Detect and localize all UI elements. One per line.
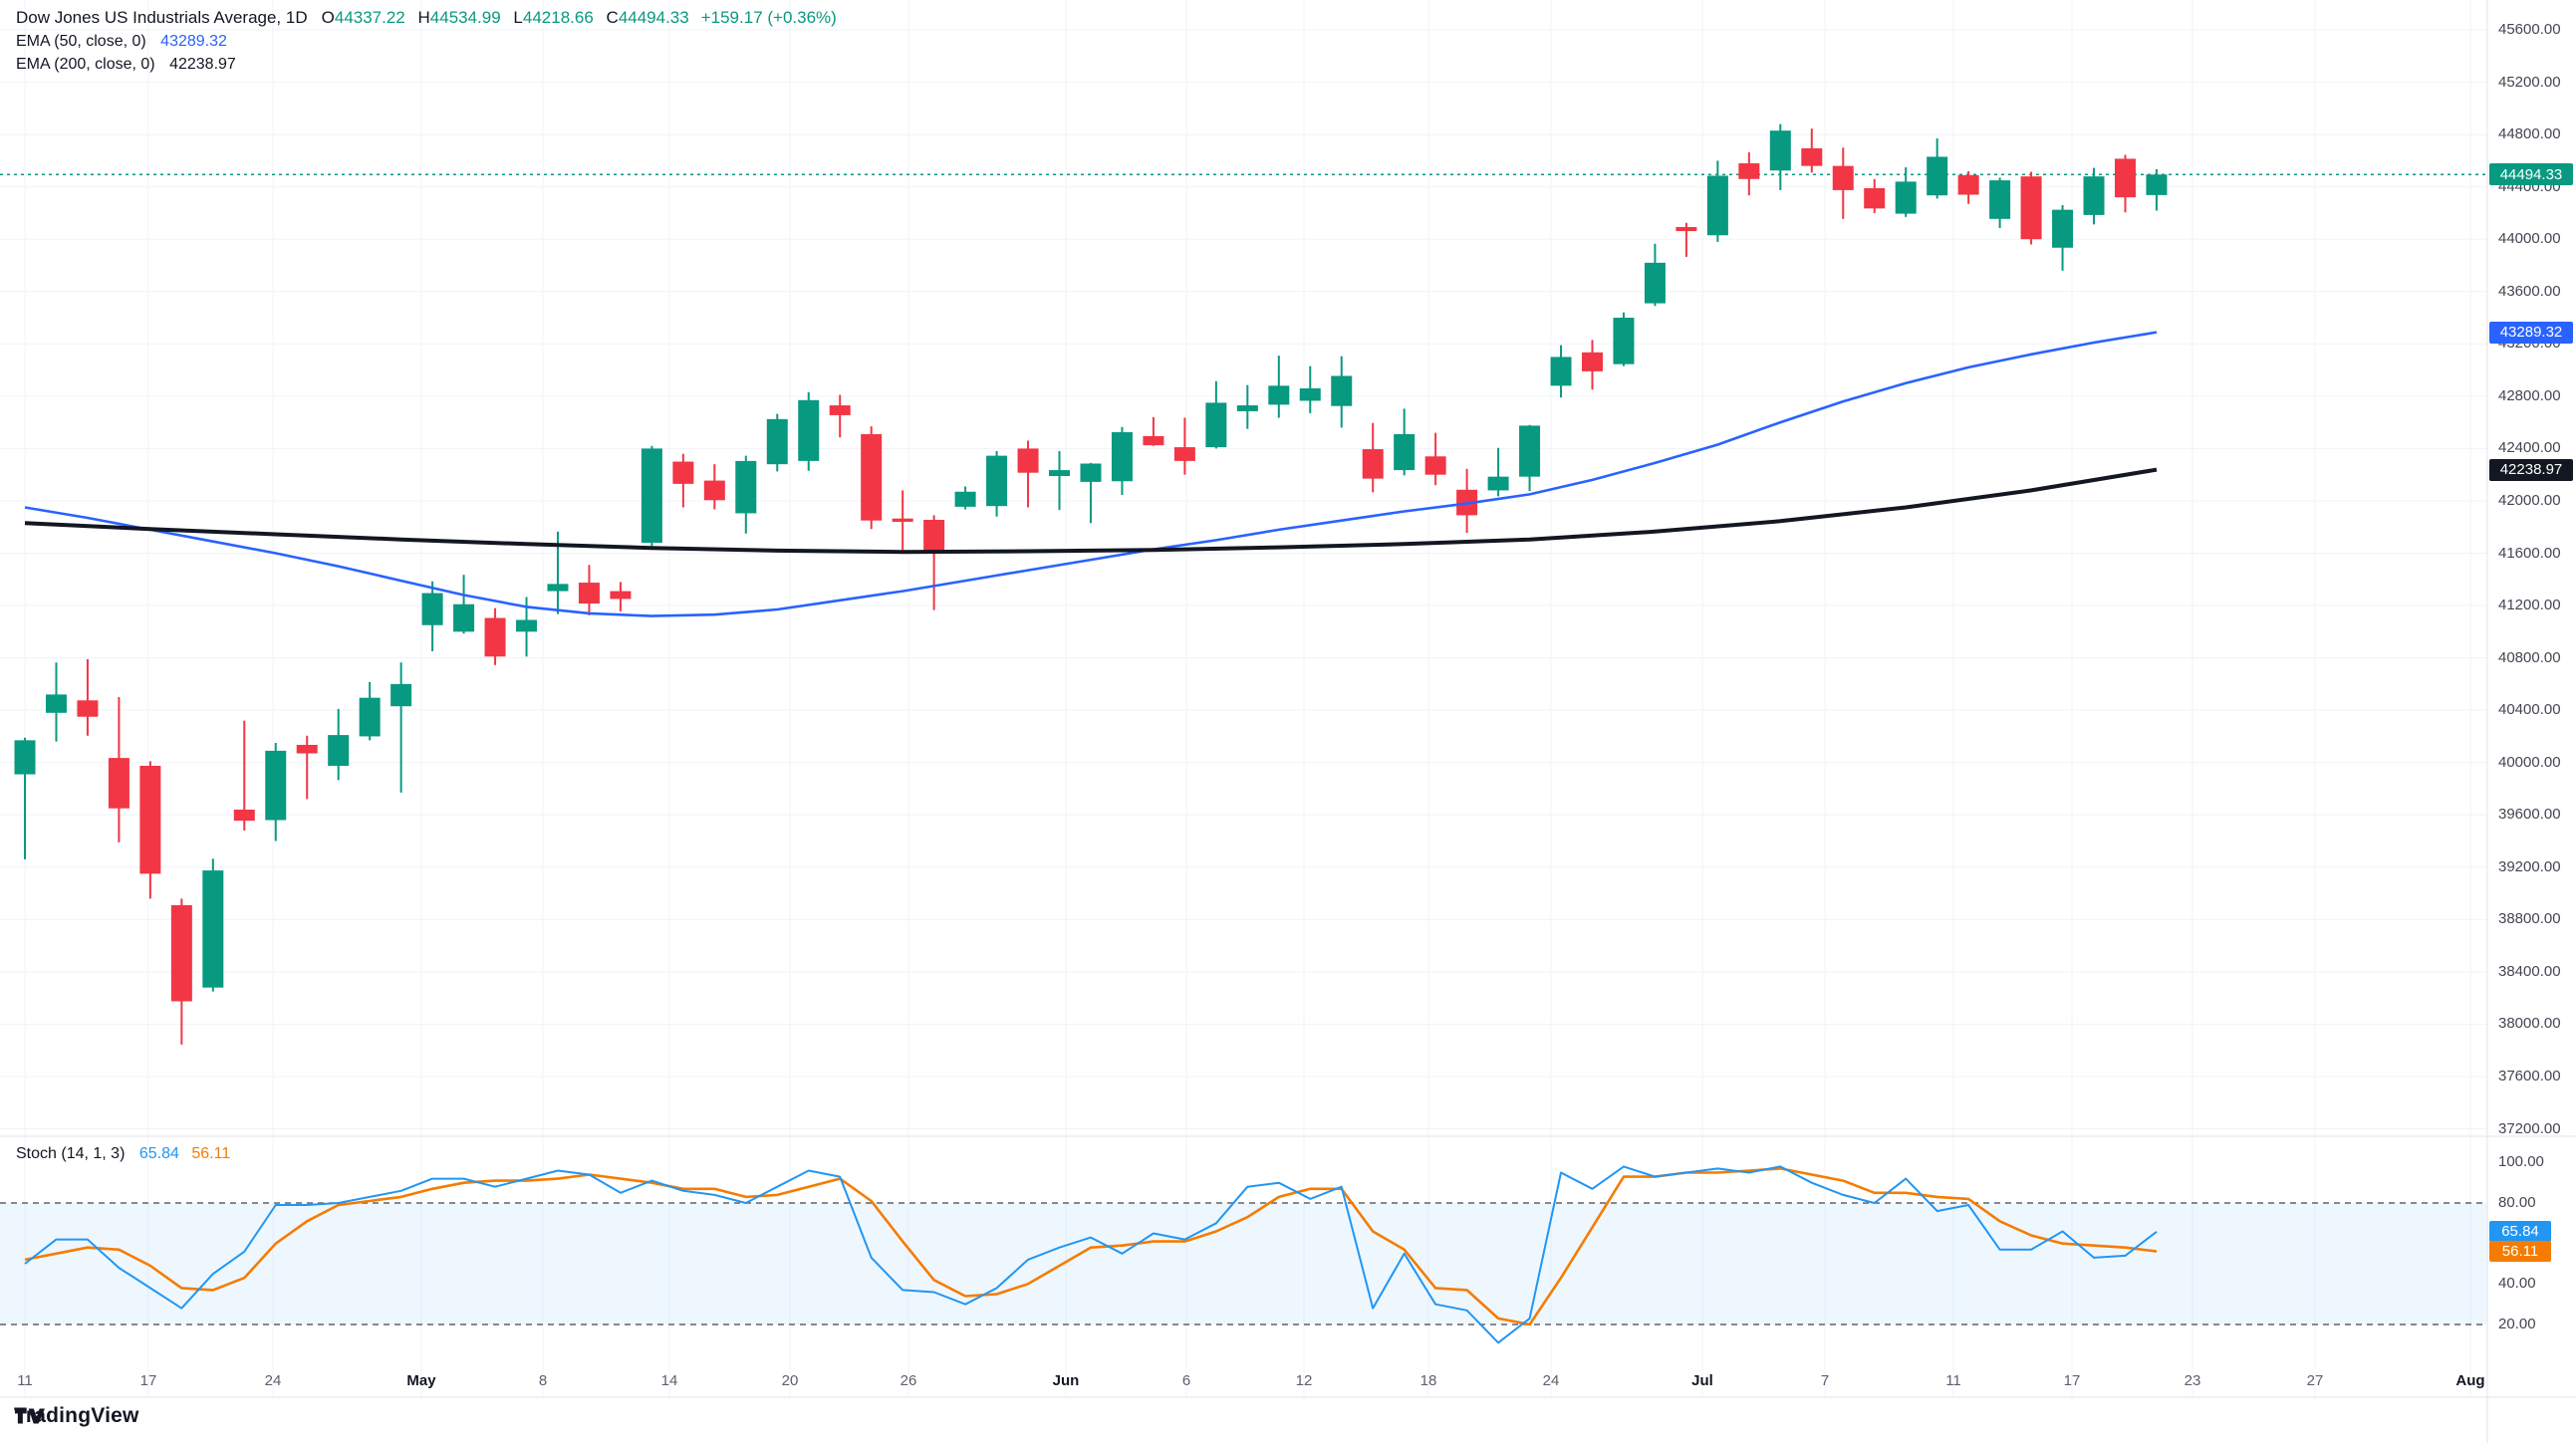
- open-value: 44337.22: [334, 8, 405, 27]
- low-label: L: [513, 8, 523, 27]
- time-label: 17: [2063, 1372, 2081, 1389]
- price-tick-label: 41600.00: [2498, 544, 2561, 562]
- price-badge: 44494.33: [2489, 163, 2573, 186]
- ema50-legend-row[interactable]: EMA (50, close, 0) 43289.32: [16, 33, 837, 51]
- price-tick-label: 44800.00: [2498, 125, 2561, 143]
- price-tick-label: 45600.00: [2498, 21, 2561, 38]
- time-label: 17: [139, 1372, 157, 1389]
- candlestick-series: [14, 123, 2168, 1045]
- time-label: 18: [1419, 1372, 1437, 1389]
- time-label: May: [406, 1372, 436, 1389]
- stoch-k-line: [24, 1165, 2158, 1344]
- high-label: H: [417, 8, 430, 27]
- time-label: Jul: [1691, 1372, 1713, 1389]
- stoch-badge: 65.84: [2489, 1221, 2551, 1243]
- price-tick-label: 42800.00: [2498, 386, 2561, 404]
- ema200-legend-row[interactable]: EMA (200, close, 0) 42238.97: [16, 56, 837, 74]
- stoch-legend-row[interactable]: Stoch (14, 1, 3) 65.84 56.11: [16, 1145, 230, 1163]
- time-label: 24: [1542, 1372, 1560, 1389]
- ema50-line: [24, 331, 2158, 617]
- price-badge: 43289.32: [2489, 321, 2573, 344]
- symbol-legend-row[interactable]: Dow Jones US Industrials Average, 1D O44…: [16, 8, 837, 28]
- change-value: +159.17 (+0.36%): [700, 8, 837, 27]
- stoch-k-value: 65.84: [138, 1145, 179, 1162]
- ema50-value: 43289.32: [160, 33, 227, 50]
- price-tick-label: 40800.00: [2498, 648, 2561, 666]
- price-tick-label: 45200.00: [2498, 73, 2561, 91]
- price-tick-label: 38400.00: [2498, 962, 2561, 980]
- time-label: 27: [2306, 1372, 2324, 1389]
- high-value: 44534.99: [429, 8, 501, 27]
- tradingview-logo-text: TradingView: [14, 1404, 139, 1427]
- legend-panel: Dow Jones US Industrials Average, 1D O44…: [16, 8, 837, 74]
- time-label: 20: [781, 1372, 799, 1389]
- time-label: 12: [1295, 1372, 1313, 1389]
- time-label: 8: [538, 1372, 548, 1389]
- price-badge: 42238.97: [2489, 458, 2573, 481]
- price-tick-label: 39600.00: [2498, 806, 2561, 824]
- price-tick-label: 40400.00: [2498, 701, 2561, 719]
- stoch-label: Stoch: [16, 1145, 57, 1162]
- tradingview-attribution[interactable]: TradingView: [14, 1404, 139, 1428]
- price-tick-label: 42400.00: [2498, 439, 2561, 457]
- time-label: 11: [17, 1372, 33, 1389]
- ema200-label: EMA (200, close, 0): [16, 56, 155, 73]
- ohlc-values: O44337.22 H44534.99 L44218.66 C44494.33: [314, 8, 689, 28]
- stoch-d-value: 56.11: [191, 1145, 231, 1162]
- price-tick-label: 39200.00: [2498, 857, 2561, 875]
- time-label: 23: [2184, 1372, 2201, 1389]
- close-label: C: [606, 8, 619, 27]
- stoch-tick-label: 100.00: [2498, 1153, 2544, 1171]
- time-label: Jun: [1052, 1372, 1080, 1389]
- time-label: 6: [1181, 1372, 1191, 1389]
- stoch-tick-label: 40.00: [2498, 1275, 2536, 1293]
- price-tick-label: 43600.00: [2498, 282, 2561, 300]
- price-tick-label: 41200.00: [2498, 597, 2561, 614]
- price-tick-label: 38800.00: [2498, 910, 2561, 928]
- price-tick-label: 40000.00: [2498, 753, 2561, 771]
- time-label: 14: [660, 1372, 678, 1389]
- price-tick-label: 37600.00: [2498, 1068, 2561, 1084]
- price-tick-label: 38000.00: [2498, 1015, 2561, 1033]
- price-tick-label: 42000.00: [2498, 491, 2561, 509]
- time-label: 24: [264, 1372, 282, 1389]
- time-label: 11: [1945, 1372, 1961, 1389]
- symbol-title: Dow Jones US Industrials Average, 1D: [16, 8, 308, 27]
- time-label: 7: [1820, 1372, 1830, 1389]
- ema200-value: 42238.97: [169, 56, 236, 73]
- price-tick-label: 37200.00: [2498, 1119, 2561, 1137]
- stoch-tick-label: 80.00: [2498, 1194, 2536, 1211]
- time-label: 26: [900, 1372, 917, 1389]
- tradingview-logo-icon: [14, 1408, 45, 1424]
- stoch-params: (14, 1, 3): [61, 1145, 126, 1162]
- time-label: Aug: [2455, 1372, 2485, 1389]
- low-value: 44218.66: [522, 8, 594, 27]
- stoch-d-line: [24, 1167, 2158, 1326]
- ema50-label: EMA (50, close, 0): [16, 33, 146, 50]
- open-label: O: [321, 8, 335, 27]
- price-tick-label: 44000.00: [2498, 230, 2561, 248]
- ema200-line: [24, 467, 2158, 555]
- stoch-tick-label: 20.00: [2498, 1316, 2536, 1332]
- close-value: 44494.33: [618, 8, 689, 27]
- stoch-badge: 56.11: [2489, 1241, 2551, 1263]
